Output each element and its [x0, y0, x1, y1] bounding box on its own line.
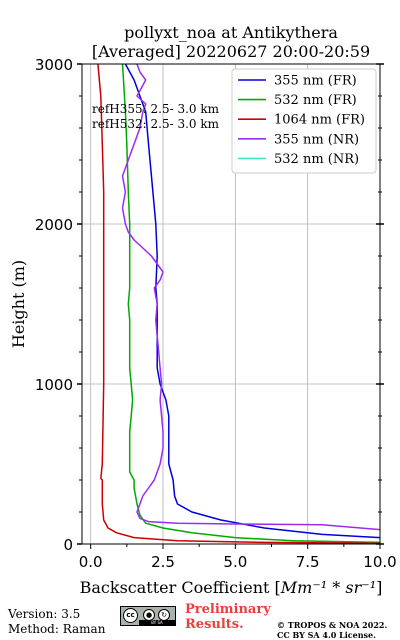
- x-tick-label: 5.0: [223, 553, 247, 571]
- annotation-text: refH532: 2.5- 3.0 km: [92, 117, 220, 131]
- legend: 355 nm (FR) 532 nm (FR) 1064 nm (FR) 355 nm…: [231, 68, 377, 174]
- x-axis-label-suffix: ]: [376, 578, 382, 597]
- x-tick-label: 7.5: [296, 553, 320, 571]
- copyright-line-2: CC BY SA 4.0 License.: [277, 630, 376, 640]
- series-layer: [97, 64, 380, 544]
- annotation-text: refH355: 2.5- 3.0 km: [92, 102, 220, 116]
- chart-title: pollyxt_noa at Antikythera: [124, 23, 338, 42]
- series-line-3: [121, 64, 380, 531]
- x-tick-label: 0.0: [79, 553, 103, 571]
- series-line-1: [121, 64, 380, 544]
- preliminary-notice: Preliminary Results.: [185, 602, 271, 632]
- y-tick-label: 1000: [35, 376, 73, 394]
- x-tick-label: 2.5: [151, 553, 175, 571]
- version-label: Version: 3.5: [8, 607, 81, 621]
- axis-ticks: 0.0 2.5 5.0 7.5 10.0 0 1000 2000 3000: [35, 56, 397, 571]
- cc-icon: cc: [123, 608, 138, 623]
- chart-subtitle: [Averaged] 20220627 20:00-20:59: [92, 42, 370, 61]
- legend-label: 532 nm (FR): [274, 93, 357, 108]
- series-line-0: [124, 64, 380, 539]
- preliminary-line-1: Preliminary: [185, 602, 271, 617]
- cc-license-badge: cc ● ↻ BY SA: [120, 606, 176, 626]
- preliminary-line-2: Results.: [185, 617, 244, 632]
- legend-box: [231, 68, 377, 174]
- series-line-2: [97, 64, 380, 544]
- copyright-notice: © TROPOS & NOA 2022. CC BY SA 4.0 Licens…: [277, 620, 387, 640]
- legend-label: 355 nm (NR): [274, 132, 359, 147]
- copyright-line-1: © TROPOS & NOA 2022.: [277, 620, 388, 630]
- y-tick-label: 2000: [35, 216, 73, 234]
- x-axis-label-units: Mm⁻¹ * sr⁻¹: [280, 578, 376, 597]
- y-axis-label: Height (m): [9, 260, 28, 348]
- legend-items: 355 nm (FR) 532 nm (FR) 1064 nm (FR) 355 nm…: [238, 74, 365, 167]
- x-axis-label: Backscatter Coefficient [Mm⁻¹ * sr⁻¹]: [80, 578, 383, 597]
- x-tick-label: 10.0: [363, 553, 396, 571]
- backscatter-profile-chart: pollyxt_noa at Antikythera [Averaged] 20…: [9, 23, 397, 597]
- x-axis-label-prefix: Backscatter Coefficient [: [80, 578, 281, 597]
- method-label: Method: Raman: [8, 622, 106, 636]
- legend-label: 355 nm (FR): [274, 74, 357, 89]
- y-tick-label: 3000: [35, 56, 73, 74]
- y-tick-label: 0: [63, 536, 73, 554]
- cc-license-strip: BY SA: [139, 620, 175, 625]
- plot-frame: [81, 63, 381, 545]
- by-icon: ●: [143, 609, 155, 621]
- legend-label: 1064 nm (FR): [274, 113, 365, 128]
- legend-label: 532 nm (NR): [274, 152, 359, 167]
